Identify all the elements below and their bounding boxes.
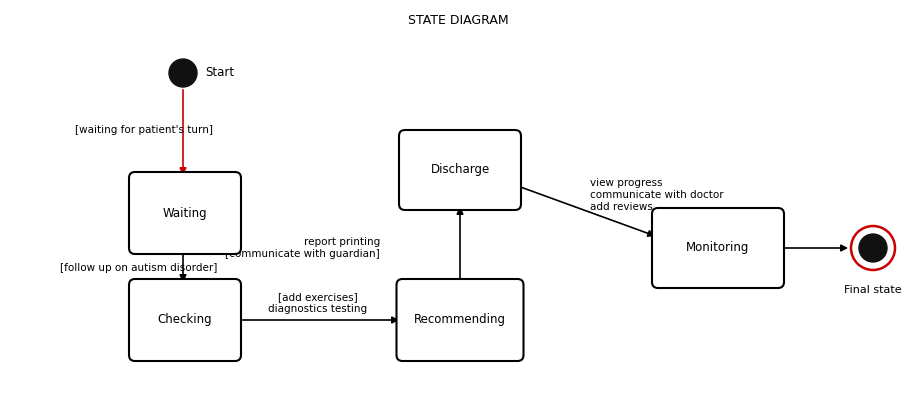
FancyBboxPatch shape (397, 279, 524, 361)
Text: STATE DIAGRAM: STATE DIAGRAM (408, 14, 508, 27)
Text: Discharge: Discharge (431, 164, 490, 176)
Text: Waiting: Waiting (163, 207, 207, 219)
Text: [waiting for patient's turn]: [waiting for patient's turn] (75, 125, 213, 135)
FancyBboxPatch shape (129, 172, 241, 254)
Ellipse shape (859, 234, 887, 262)
FancyBboxPatch shape (658, 214, 778, 282)
Text: Checking: Checking (158, 314, 213, 326)
Text: Recommending: Recommending (414, 314, 506, 326)
FancyBboxPatch shape (135, 285, 235, 355)
Text: Start: Start (205, 67, 234, 79)
Text: [add exercises]
diagnostics testing: [add exercises] diagnostics testing (268, 292, 367, 314)
FancyBboxPatch shape (652, 208, 784, 288)
FancyBboxPatch shape (405, 136, 515, 204)
FancyBboxPatch shape (135, 178, 235, 248)
Text: Monitoring: Monitoring (686, 241, 749, 255)
Text: view progress
communicate with doctor
add reviews: view progress communicate with doctor ad… (590, 178, 724, 212)
Text: [follow up on autism disorder]: [follow up on autism disorder] (60, 263, 217, 273)
FancyBboxPatch shape (129, 279, 241, 361)
FancyBboxPatch shape (402, 285, 518, 355)
Ellipse shape (169, 59, 197, 87)
Text: Final state: Final state (845, 285, 902, 295)
Text: report printing
[communicate with guardian]: report printing [communicate with guardi… (225, 237, 380, 259)
FancyBboxPatch shape (399, 130, 521, 210)
